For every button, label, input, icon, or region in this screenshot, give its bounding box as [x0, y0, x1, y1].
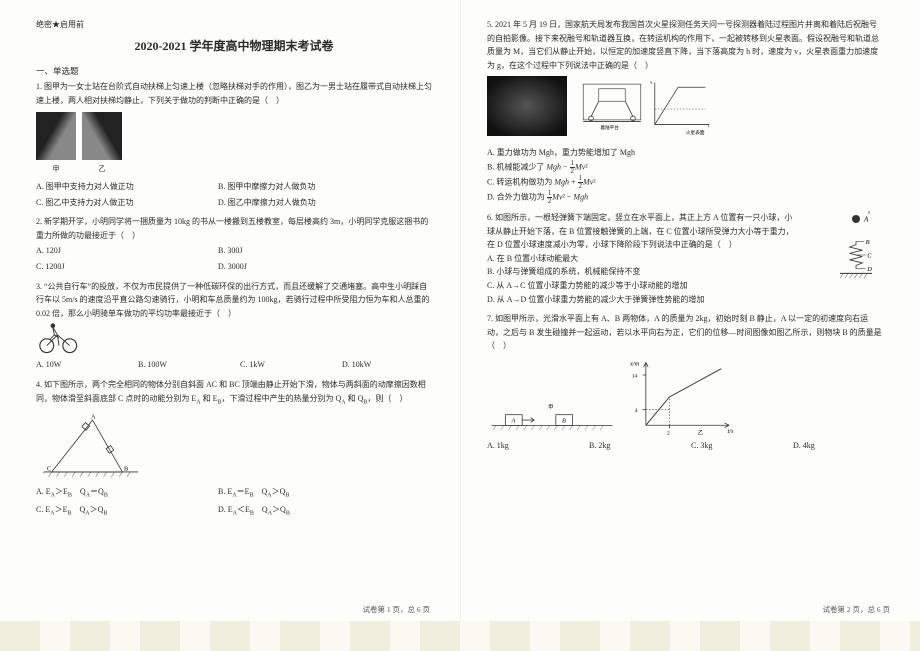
scan-edge-stripe [0, 621, 920, 651]
q1-opt-b: B. 图甲中摩擦力对人做负功 [218, 180, 378, 194]
q2-opt-a: A. 120J [36, 244, 196, 258]
question-1: 1. 图甲为一女士站在台阶式自动扶梯上匀速上楼（忽略扶梯对手的作用），图乙为一男… [36, 80, 432, 209]
q4-opt-d: D. EA＜EB QA＞QB [218, 503, 378, 519]
svg-text:A: A [510, 418, 515, 424]
svg-text:B: B [124, 466, 128, 473]
q7-xt-chart: t/s x/m 4 14 2 乙 [627, 357, 737, 437]
q3-opt-a: A. 10W [36, 358, 116, 372]
svg-text:A: A [863, 215, 869, 223]
svg-text:D: D [866, 266, 872, 273]
q2-opt-d: D. 3000J [218, 260, 378, 274]
q4-opt-c: C. EA＞EB QA＞QB [36, 503, 196, 519]
section-heading: 一、单选题 [36, 64, 432, 78]
q7-opt-d: D. 4kg [793, 439, 873, 453]
q7-opt-b: B. 2kg [589, 439, 669, 453]
q6-spring-diagram: A T B C D [804, 211, 884, 291]
q3-opt-d: D. 10kW [342, 358, 422, 372]
q7-text: 7. 如图甲所示，光滑水平面上有 A、B 两物体，A 的质量为 2kg，初始时刻… [487, 312, 884, 353]
svg-text:t/s: t/s [728, 428, 734, 435]
q5-opt-a: A. 重力做功为 Mgh，重力势能增加了 Mgh [487, 146, 884, 160]
svg-text:T: T [867, 211, 871, 215]
q5-opt-b: B. 机械能减少了 Mgh − 12Mv² [487, 160, 884, 175]
q5-opt-c: C. 转运机构做功为 Mgh + 12Mv² [487, 175, 884, 190]
q2-text: 2. 新学期开学，小明同学将一捆质量为 10kg 的书从一楼搬到五楼教室，每层楼… [36, 215, 432, 242]
svg-text:着陆平台: 着陆平台 [600, 125, 619, 132]
page-1-footer: 试卷第 1 页，总 6 页 [363, 604, 431, 617]
svg-text:B: B [562, 418, 566, 424]
svg-text:2: 2 [667, 431, 670, 437]
svg-text:v: v [650, 81, 653, 86]
q2-opt-b: B. 300J [218, 244, 378, 258]
q5-text: 5. 2021 年 5 月 19 日，国家航天局发布我国首次火星探测任务天问一号… [487, 18, 884, 72]
question-6: A T B C D 6. 如图所示，一根轻弹簧下端固定，竖立在水平面上，其正上方… [487, 211, 884, 306]
svg-text:C: C [867, 252, 872, 259]
q4-text: 4. 如下图所示，两个完全相同的物体分别自斜面 AC 和 BC 顶端由静止开始下… [36, 378, 432, 407]
q1-image-yi [82, 112, 122, 160]
q6-opt-d: D. 从 A→D 位置小球重力势能的减少大于弹簧弹性势能的增加 [487, 293, 884, 307]
q7-opt-a: A. 1kg [487, 439, 567, 453]
page-2-footer: 试卷第 2 页，总 6 页 [823, 604, 891, 617]
q5-lander-diagram: 着陆平台 t v 火星表面 [577, 76, 717, 142]
svg-text:火星表面: 火星表面 [686, 129, 705, 136]
q5-opt-d: D. 合外力做功为 12Mv² − Mgh [487, 190, 884, 205]
q7-floor-diagram: A B 甲 [487, 397, 617, 437]
question-7: 7. 如图甲所示，光滑水平面上有 A、B 两物体，A 的质量为 2kg，初始时刻… [487, 312, 884, 452]
svg-text:x/m: x/m [629, 360, 640, 367]
q3-text: 3. “公共自行车”的投放，不仅为市民提供了一种低碳环保的出行方式，而且还缓解了… [36, 280, 432, 321]
exam-title: 2020-2021 学年度高中物理期末考试卷 [36, 36, 432, 56]
q1-label-yi: 乙 [82, 164, 122, 176]
question-3: 3. “公共自行车”的投放，不仅为市民提供了一种低碳环保的出行方式，而且还缓解了… [36, 280, 432, 372]
q1-image-jia [36, 112, 76, 160]
q1-label-jia: 甲 [36, 164, 76, 176]
question-4: 4. 如下图所示，两个完全相同的物体分别自斜面 AC 和 BC 顶端由静止开始下… [36, 378, 432, 519]
q2-opt-c: C. 1200J [36, 260, 196, 274]
q4-opt-b: B. EA＝EB QA＞QB [218, 485, 378, 501]
q3-opt-c: C. 1kW [240, 358, 320, 372]
svg-text:C: C [47, 466, 51, 473]
q1-opt-c: C. 图乙中支持力对人做正功 [36, 196, 196, 210]
svg-text:14: 14 [632, 373, 638, 379]
svg-text:B: B [866, 239, 870, 246]
question-2: 2. 新学期开学，小明同学将一捆质量为 10kg 的书从一楼搬到五楼教室，每层楼… [36, 215, 432, 273]
svg-text:乙: 乙 [698, 430, 704, 437]
question-5: 5. 2021 年 5 月 19 日，国家航天局发布我国首次火星探测任务天问一号… [487, 18, 884, 205]
secret-label: 绝密★启用前 [36, 18, 432, 32]
svg-text:甲: 甲 [548, 403, 553, 410]
q1-opt-a: A. 图甲中支持力对人做正功 [36, 180, 196, 194]
q1-text: 1. 图甲为一女士站在台阶式自动扶梯上匀速上楼（忽略扶梯对手的作用），图乙为一男… [36, 80, 432, 107]
svg-text:4: 4 [635, 408, 638, 414]
q4-opt-a: A. EA＞EB QA＝QB [36, 485, 196, 501]
svg-text:A: A [91, 414, 96, 421]
q5-mars-photo [487, 76, 567, 136]
svg-text:t: t [708, 124, 710, 129]
q3-opt-b: B. 100W [138, 358, 218, 372]
q7-opt-c: C. 3kg [691, 439, 771, 453]
q1-opt-d: D. 图乙中摩擦力对人做负功 [218, 196, 378, 210]
q4-incline-diagram: C A B [36, 411, 146, 481]
q3-bike-icon [36, 320, 82, 356]
